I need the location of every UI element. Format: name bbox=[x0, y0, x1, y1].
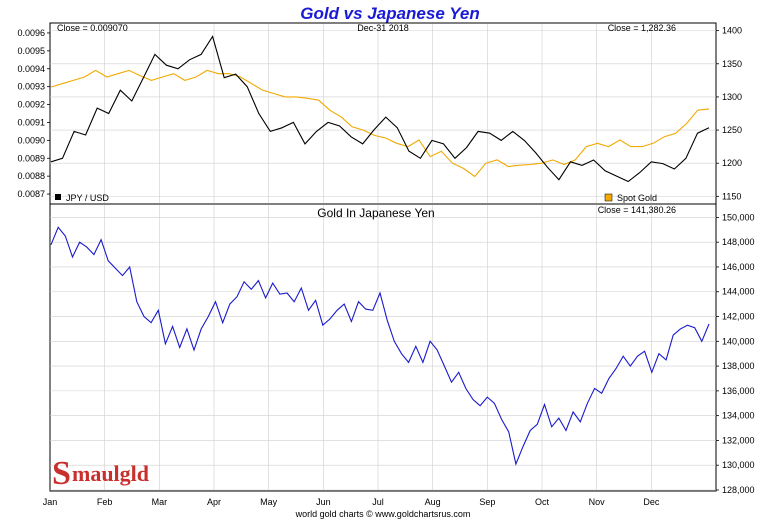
right-tick-label-lower: 128,000 bbox=[722, 485, 755, 495]
right-tick-label-lower: 150,000 bbox=[722, 212, 755, 222]
right-tick-label-lower: 140,000 bbox=[722, 336, 755, 346]
right-tick-label-lower: 132,000 bbox=[722, 435, 755, 445]
x-tick-label-mar: Mar bbox=[152, 497, 168, 507]
series-line-gold-in-yen bbox=[50, 226, 710, 466]
lower-grid bbox=[50, 205, 716, 491]
right-tick-label-upper: 1300 bbox=[722, 92, 742, 102]
legend-jpy-swatch bbox=[55, 194, 61, 200]
right-tick-label-lower: 142,000 bbox=[722, 312, 755, 322]
x-tick-label-may: May bbox=[260, 497, 278, 507]
x-tick-label-jun: Jun bbox=[316, 497, 331, 507]
left-tick-label: 0.0089 bbox=[17, 153, 45, 163]
footer-credit: world gold charts © www.goldchartsrus.co… bbox=[295, 509, 471, 519]
x-tick-label-nov: Nov bbox=[589, 497, 606, 507]
logo-rest-text: maulgld bbox=[72, 461, 149, 486]
x-tick-label-jan: Jan bbox=[43, 497, 58, 507]
left-tick-label: 0.0088 bbox=[17, 171, 45, 181]
series-line-jpy-usd bbox=[50, 35, 710, 183]
right-tick-label-upper: 1200 bbox=[722, 158, 742, 168]
left-tick-label: 0.0092 bbox=[17, 100, 45, 110]
right-tick-label-upper: 1400 bbox=[722, 26, 742, 36]
lower-close-label: Close = 141,380.26 bbox=[598, 205, 676, 215]
right-tick-label-lower: 136,000 bbox=[722, 386, 755, 396]
left-close-label: Close = 0.009070 bbox=[57, 23, 128, 33]
right-close-label: Close = 1,282.36 bbox=[608, 23, 676, 33]
series-line-spot-gold bbox=[50, 69, 710, 178]
lower-panel-title: Gold In Japanese Yen bbox=[317, 206, 434, 220]
right-tick-label-lower: 148,000 bbox=[722, 237, 755, 247]
x-tick-label-apr: Apr bbox=[207, 497, 221, 507]
left-axis-ticks: 0.0096 0.0095 0.0094 0.0093 0.0092 0.0091 0.00… bbox=[17, 28, 50, 199]
upper-grid bbox=[50, 24, 716, 203]
chart-title: Gold vs Japanese Yen bbox=[300, 4, 480, 23]
right-axis-ticks-upper: 1400 1350 1300 1250 1200 1150 bbox=[716, 26, 742, 201]
upper-panel-frame bbox=[49, 22, 717, 205]
x-tick-label-dec: Dec bbox=[643, 497, 660, 507]
legend-jpy-label: JPY / USD bbox=[66, 193, 109, 203]
x-tick-label-feb: Feb bbox=[97, 497, 113, 507]
right-tick-label-lower: 134,000 bbox=[722, 411, 755, 421]
smaulgld-logo: S maulgld bbox=[52, 455, 149, 492]
date-label: Dec-31 2018 bbox=[357, 23, 409, 33]
left-tick-label: 0.0094 bbox=[17, 64, 45, 74]
right-tick-label-lower: 130,000 bbox=[722, 460, 755, 470]
left-tick-label: 0.0093 bbox=[17, 82, 45, 92]
lower-panel-frame bbox=[49, 203, 717, 492]
right-tick-label-lower: 146,000 bbox=[722, 262, 755, 272]
left-tick-label: 0.0087 bbox=[17, 189, 45, 199]
x-tick-label-aug: Aug bbox=[425, 497, 441, 507]
right-tick-label-lower: 144,000 bbox=[722, 287, 755, 297]
right-tick-label-upper: 1350 bbox=[722, 59, 742, 69]
left-tick-label: 0.0090 bbox=[17, 135, 45, 145]
left-tick-label: 0.0096 bbox=[17, 28, 45, 38]
right-tick-label-upper: 1250 bbox=[722, 125, 742, 135]
x-tick-label-oct: Oct bbox=[535, 497, 550, 507]
right-tick-label-upper: 1150 bbox=[722, 191, 741, 201]
x-axis-ticks: Jan Feb Mar Apr May Jun Jul Aug Sep Oct Nov Dec bbox=[43, 497, 660, 507]
legend-gold-label: Spot Gold bbox=[617, 193, 657, 203]
legend-gold-swatch bbox=[604, 193, 613, 202]
left-tick-label: 0.0095 bbox=[17, 46, 45, 56]
logo-first-letter: S bbox=[52, 455, 71, 492]
left-tick-label: 0.0091 bbox=[17, 117, 45, 127]
right-axis-ticks-lower: 150,000 148,000 146,000 144,000 142,000 140,0… bbox=[716, 212, 755, 495]
right-tick-label-lower: 138,000 bbox=[722, 361, 755, 371]
x-tick-label-jul: Jul bbox=[372, 497, 384, 507]
x-tick-label-sep: Sep bbox=[479, 497, 495, 507]
